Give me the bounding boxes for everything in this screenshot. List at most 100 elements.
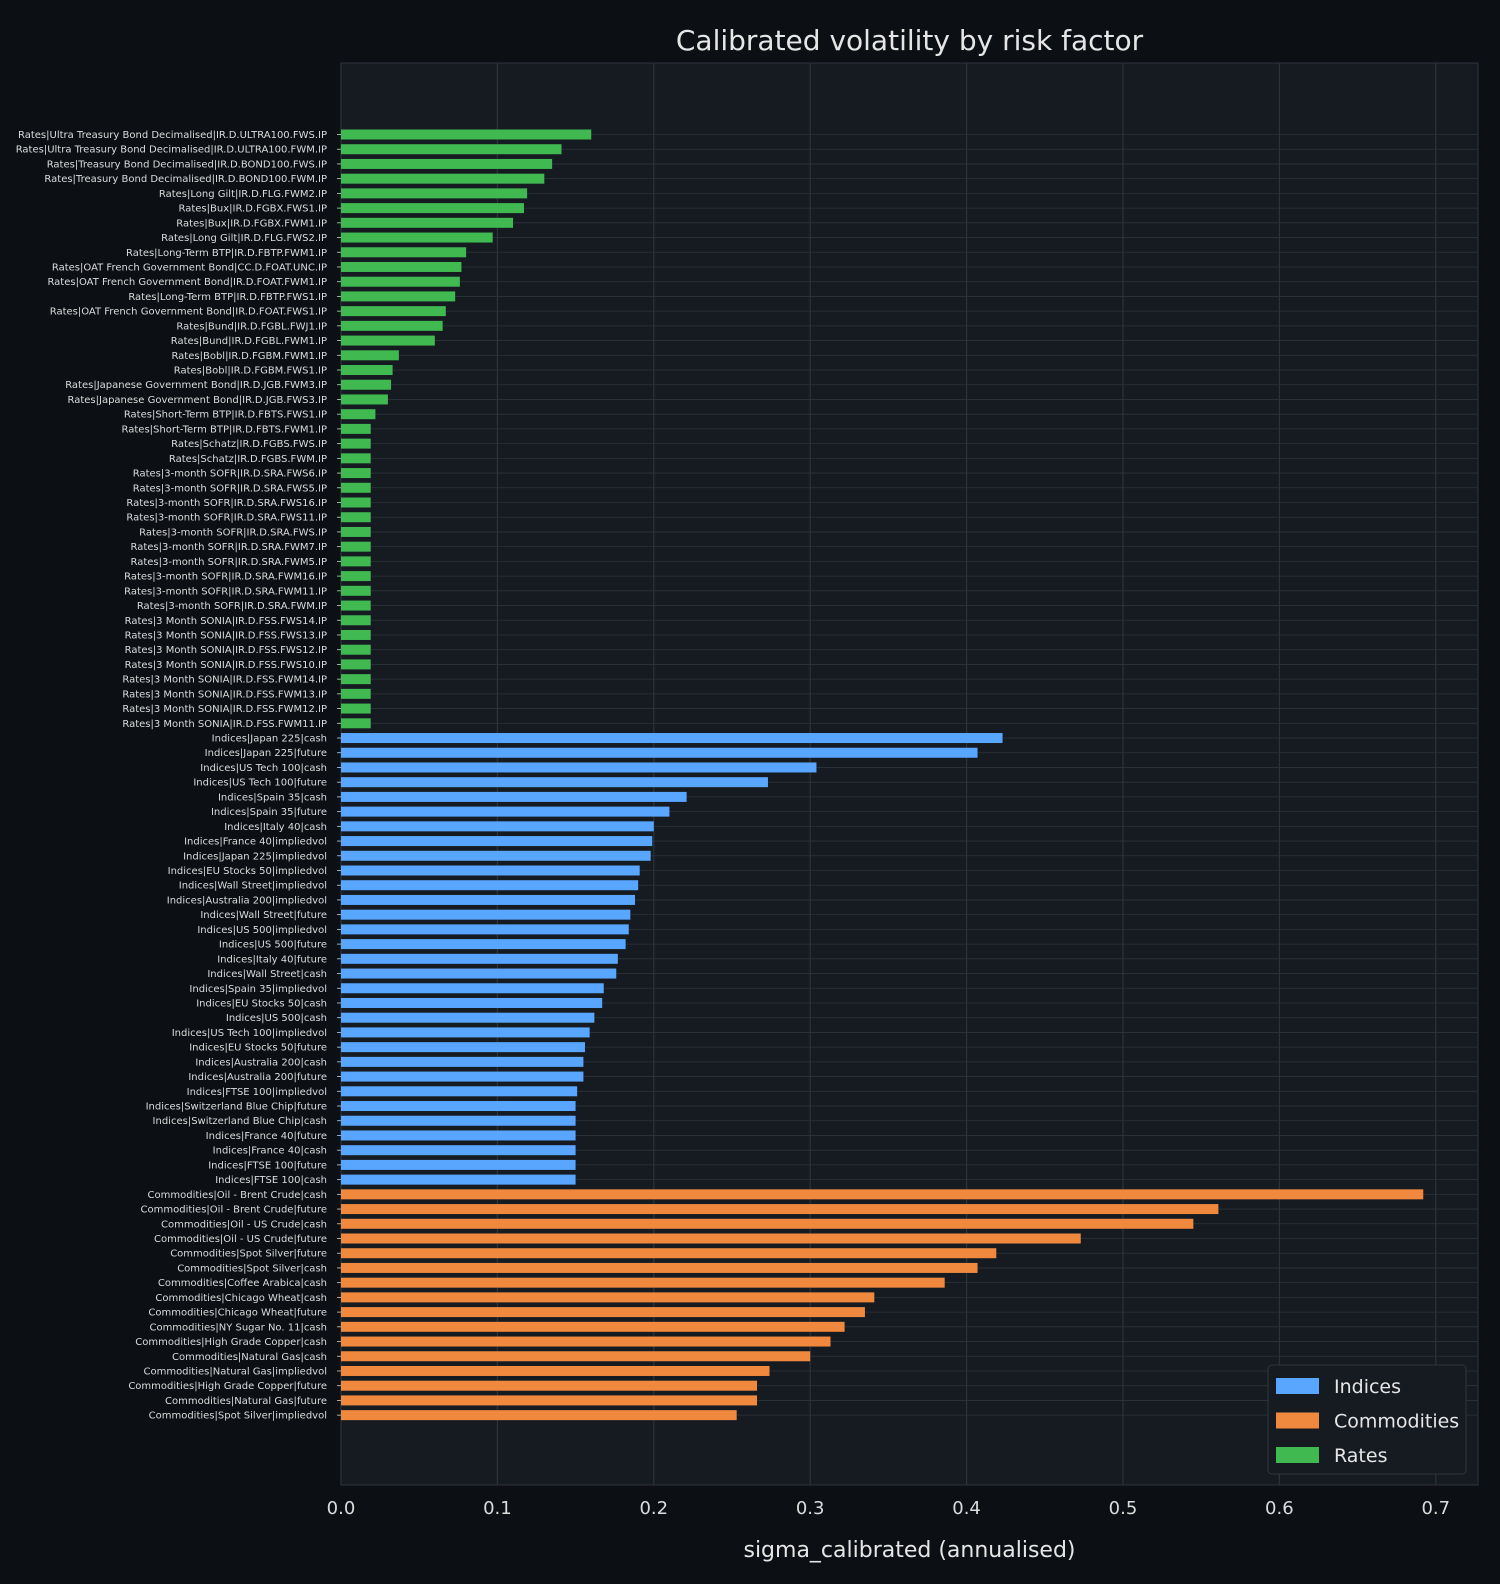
bar (341, 1086, 578, 1097)
bar (341, 850, 651, 861)
y-tick-label: Indices|Italy 40|cash (224, 822, 327, 833)
y-tick-label: Indices|Japan 225|future (205, 748, 327, 759)
y-tick-label: Commodities|Natural Gas|future (165, 1396, 327, 1407)
bar (341, 1071, 584, 1082)
bar (341, 158, 553, 169)
y-tick-label: Rates|Bux|IR.D.FGBX.FWS1.IP (179, 204, 328, 215)
y-tick-label: Rates|Japanese Government Bond|IR.D.JGB.… (65, 380, 327, 391)
bar (341, 306, 446, 317)
bar (341, 688, 371, 699)
bar (341, 821, 654, 832)
y-tick-label: Indices|Australia 200|future (188, 1072, 327, 1083)
bar (341, 997, 603, 1008)
bar (341, 144, 562, 155)
y-tick-label: Indices|Japan 225|impliedvol (183, 851, 327, 862)
y-tick-label: Rates|Schatz|IR.D.FGBS.FWS.IP (171, 439, 327, 450)
y-tick-label: Rates|Schatz|IR.D.FGBS.FWM.IP (169, 454, 327, 465)
bar (341, 703, 371, 714)
legend-swatch (1276, 1378, 1319, 1394)
y-tick-label: Rates|OAT French Government Bond|IR.D.FO… (50, 307, 327, 318)
bar (341, 247, 467, 258)
y-tick-label: Rates|3-month SOFR|IR.D.SRA.FWS5.IP (133, 483, 327, 494)
bar (341, 1395, 758, 1406)
bar (341, 423, 371, 434)
y-tick-label: Rates|3-month SOFR|IR.D.SRA.FWM11.IP (124, 586, 327, 597)
bar (341, 968, 617, 979)
bar (341, 379, 392, 390)
y-tick-label: Rates|3-month SOFR|IR.D.SRA.FWM.IP (137, 601, 327, 612)
bar (341, 924, 629, 935)
y-tick-label: Indices|EU Stocks 50|future (189, 1043, 327, 1054)
y-tick-label: Indices|France 40|impliedvol (184, 837, 327, 848)
bar (341, 718, 371, 729)
bar (341, 1174, 576, 1185)
y-tick-label: Rates|Bobl|IR.D.FGBM.FWM1.IP (171, 351, 327, 362)
y-tick-label: Rates|Bux|IR.D.FGBX.FWM1.IP (176, 218, 327, 229)
legend-label: Indices (1334, 1376, 1401, 1398)
bar (341, 762, 817, 773)
y-tick-label: Rates|3 Month SONIA|IR.D.FSS.FWM13.IP (122, 689, 327, 700)
bar (341, 1248, 997, 1259)
y-tick-label: Commodities|NY Sugar No. 11|cash (149, 1322, 327, 1333)
y-tick-label: Rates|Japanese Government Bond|IR.D.JGB.… (67, 395, 327, 406)
bar (341, 865, 640, 876)
bar (341, 129, 592, 140)
bar (341, 939, 626, 950)
bar (341, 320, 443, 331)
bar (341, 1262, 978, 1273)
bar (341, 644, 371, 655)
bar (341, 365, 393, 376)
y-tick-label: Commodities|High Grade Copper|cash (135, 1337, 327, 1348)
y-tick-label: Indices|US 500|future (219, 940, 327, 951)
bar (341, 453, 371, 464)
bar (341, 526, 371, 537)
bar (341, 512, 371, 523)
bar (341, 1336, 831, 1347)
y-tick-label: Rates|3 Month SONIA|IR.D.FSS.FWS10.IP (125, 660, 327, 671)
chart-title: Calibrated volatility by risk factor (676, 24, 1144, 57)
y-tick-label: Indices|Spain 35|cash (218, 792, 327, 803)
bar (341, 571, 371, 582)
bar (341, 1042, 585, 1053)
y-tick-label: Indices|US Tech 100|impliedvol (172, 1028, 327, 1039)
bar (341, 1204, 1219, 1215)
bar (341, 335, 435, 346)
x-tick-label: 0.5 (1109, 1498, 1138, 1519)
x-tick-label: 0.3 (796, 1498, 825, 1519)
bar (341, 1307, 865, 1318)
y-tick-label: Indices|EU Stocks 50|impliedvol (168, 866, 327, 877)
y-tick-label: Rates|OAT French Government Bond|CC.D.FO… (52, 262, 327, 273)
y-tick-label: Rates|3-month SOFR|IR.D.SRA.FWS.IP (139, 527, 327, 538)
y-tick-label: Commodities|Oil - Brent Crude|cash (148, 1190, 327, 1201)
y-tick-label: Rates|3-month SOFR|IR.D.SRA.FWS6.IP (133, 469, 327, 480)
y-tick-label: Indices|FTSE 100|impliedvol (187, 1087, 327, 1098)
x-tick-labels: 0.0 0.1 0.2 0.3 0.4 0.5 0.6 0.7 (327, 1498, 1450, 1519)
bar (341, 747, 978, 758)
bar (341, 482, 371, 493)
bar (341, 1189, 1424, 1200)
y-tick-label: Indices|FTSE 100|future (208, 1160, 327, 1171)
bar (341, 1218, 1194, 1229)
y-tick-label: Indices|Wall Street|impliedvol (179, 881, 327, 892)
y-tick-label: Indices|US 500|cash (226, 1013, 327, 1024)
bar (341, 409, 376, 420)
y-tick-label: Commodities|Oil - Brent Crude|future (141, 1205, 327, 1216)
bar (341, 1159, 576, 1170)
y-tick-label: Indices|US 500|impliedvol (197, 925, 327, 936)
bar (341, 1410, 737, 1421)
y-tick-label: Rates|3-month SOFR|IR.D.SRA.FWM5.IP (130, 557, 327, 568)
y-tick-label: Rates|Bund|IR.D.FGBL.FWM1.IP (171, 336, 327, 347)
bar (341, 1277, 945, 1288)
y-tick-label: Rates|3-month SOFR|IR.D.SRA.FWS11.IP (126, 513, 327, 524)
bar (341, 1012, 595, 1023)
bar (341, 173, 545, 184)
y-tick-label: Commodities|Oil - US Crude|cash (161, 1219, 327, 1230)
y-tick-label: Indices|Australia 200|impliedvol (167, 895, 327, 906)
bar (341, 541, 371, 552)
bar (341, 1101, 576, 1112)
bar (341, 1115, 576, 1126)
y-tick-label: Indices|Spain 35|impliedvol (189, 984, 327, 995)
y-tick-label: Rates|Bobl|IR.D.FGBM.FWS1.IP (174, 366, 327, 377)
bar (341, 261, 462, 272)
